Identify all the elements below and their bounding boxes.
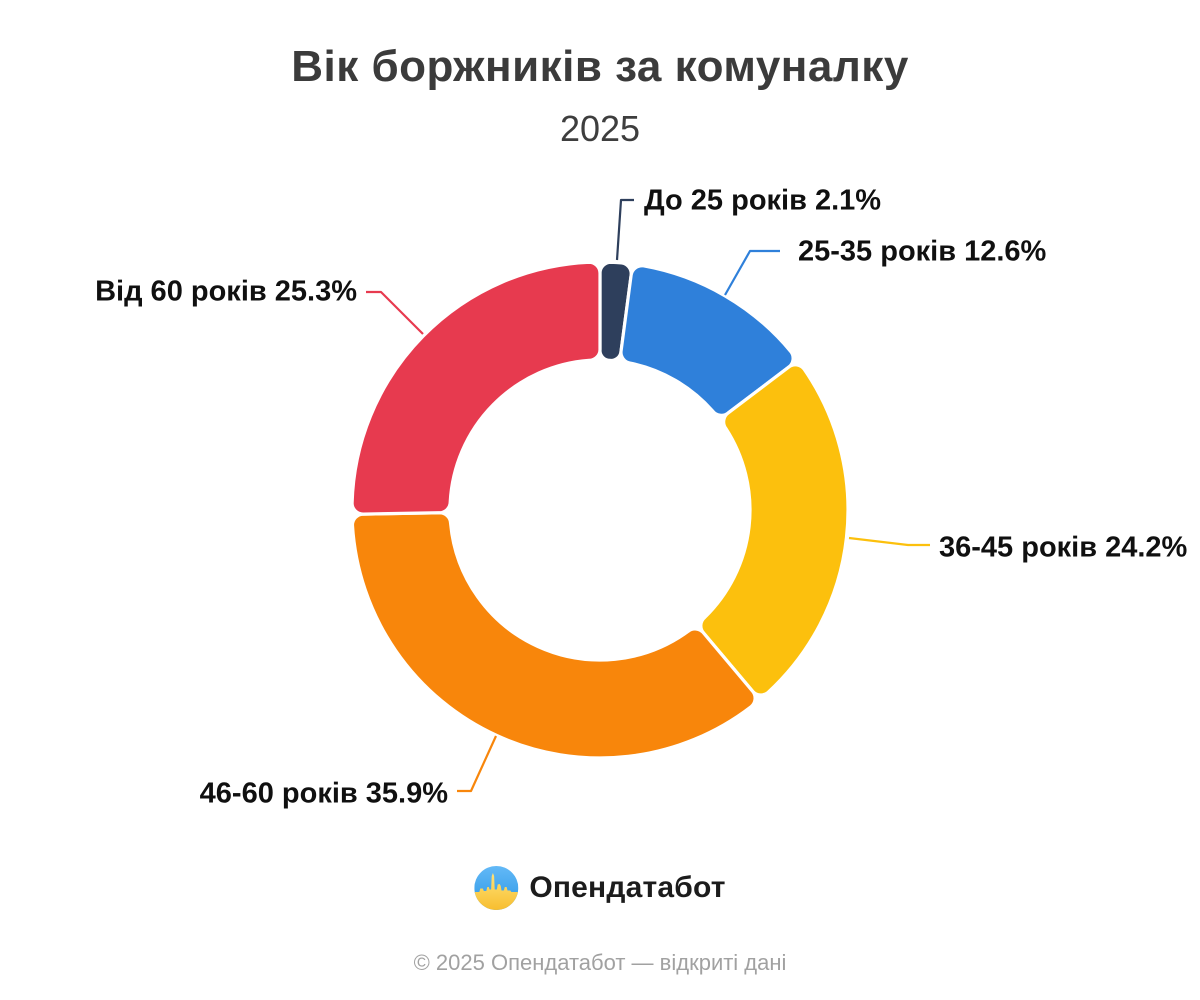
logo-text: Опендатабот bbox=[529, 871, 726, 904]
opendatabot-skyline-icon bbox=[474, 866, 519, 910]
slice-label-36-45: 36-45 років 24.2% bbox=[939, 531, 1188, 564]
slice-label-over-60: Від 60 років 25.3% bbox=[95, 275, 357, 308]
opendatabot-logo: Опендатабот bbox=[474, 866, 725, 910]
label-line-4 bbox=[366, 290, 424, 335]
page-subtitle: 2025 bbox=[559, 108, 641, 149]
donut-slice-3 bbox=[350, 511, 757, 760]
slice-label-25-35: 25-35 років 12.6% bbox=[798, 235, 1047, 268]
copyright-text: © 2025 Опендатабот — відкриті дані bbox=[413, 950, 787, 975]
label-line-3 bbox=[457, 735, 498, 793]
donut-slice-4 bbox=[350, 260, 602, 516]
slice-label-46-60: 46-60 років 35.9% bbox=[199, 777, 448, 810]
page-title: Вік боржників за комуналку bbox=[291, 42, 909, 91]
label-line-1 bbox=[724, 249, 780, 296]
label-line-2 bbox=[848, 536, 930, 547]
label-line-0 bbox=[615, 198, 634, 261]
slice-label-under-25: До 25 років 2.1% bbox=[644, 184, 882, 217]
